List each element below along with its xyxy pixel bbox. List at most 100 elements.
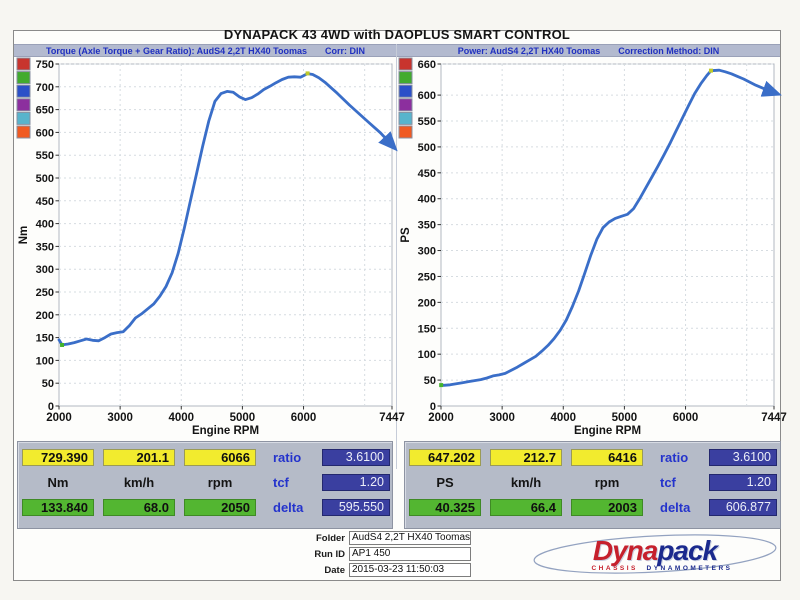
chart-divider [396, 44, 397, 469]
x-tick-label: 6000 [673, 412, 699, 424]
y-tick-label: 50 [42, 378, 54, 390]
power-chart: 0 50 100 150 200 250 300 350 400 450 500 550 600 660 2… [398, 57, 787, 437]
power-unit-label: PS [436, 475, 454, 490]
run-info-form: Folder AudS4 2,2T HX40 Toomas Run ID AP1… [296, 531, 471, 579]
x-tick-label: 3000 [489, 412, 515, 424]
torque-peak-value: 729.390 [22, 449, 94, 466]
folder-field[interactable]: AudS4 2,2T HX40 Toomas [349, 531, 471, 545]
y-tick-label: 450 [418, 168, 436, 180]
x-tick-label: 3000 [107, 412, 133, 424]
date-field[interactable]: 2015-03-23 11:50:03 [349, 563, 471, 577]
power-chart-title: Power: AudS4 2,2T HX40 Toomas [457, 45, 601, 56]
torque-peak-speed: 201.1 [103, 449, 175, 466]
y-axis-title: Nm [18, 226, 30, 245]
ratio-value: 3.6100 [322, 449, 390, 466]
power-start-speed: 66.4 [490, 499, 562, 516]
y-tick-label: 250 [418, 271, 436, 283]
dyno-curve [57, 72, 398, 347]
page-title: DYNAPACK 43 4WD with DAOPLUS SMART CONTR… [223, 27, 571, 42]
cursor-marker [305, 71, 310, 76]
logo-subtitle: CHASSIS DYNAMOMETERS [591, 565, 733, 572]
torque-peak-rpm: 6066 [184, 449, 256, 466]
y-tick-label: 550 [36, 150, 54, 162]
y-tick-label: 200 [418, 297, 436, 309]
y-tick-label: 450 [36, 196, 54, 208]
torque-chart: 0 50 100 150 200 250 300 350 400 450 500 550 600 650 7… [16, 57, 405, 437]
folder-row: Folder AudS4 2,2T HX40 Toomas [296, 531, 471, 545]
power-peak-speed: 212.7 [490, 449, 562, 466]
y-tick-label: 150 [36, 333, 54, 345]
y-tick-label: 750 [36, 59, 54, 71]
tcf-value: 1.20 [709, 474, 777, 491]
power-peak-rpm: 6416 [571, 449, 643, 466]
torque-unit-label: Nm [47, 475, 69, 490]
torque-readout-panel: 729.390 201.1 6066 ratio 3.6100 Nm km/h … [17, 441, 393, 529]
y-tick-label: 700 [36, 82, 54, 94]
run-id-field[interactable]: AP1 450 [349, 547, 471, 561]
y-tick-label: 600 [418, 90, 436, 102]
y-tick-label: 100 [418, 349, 436, 361]
cursor-marker [439, 383, 444, 388]
y-tick-label: 300 [418, 246, 436, 258]
tcf-label: tcf [660, 475, 676, 490]
x-axis-title: Engine RPM [192, 425, 259, 437]
y-tick-label: 660 [418, 59, 436, 71]
tcf-value: 1.20 [322, 474, 390, 491]
y-tick-label: 50 [424, 375, 436, 387]
tcf-label: tcf [273, 475, 289, 490]
delta-value: 595.550 [322, 499, 390, 516]
plot-area [58, 63, 393, 407]
legend-swatch-icon [398, 57, 413, 71]
run-id-label: Run ID [314, 548, 345, 560]
y-tick-label: 0 [48, 401, 54, 413]
y-tick-label: 0 [430, 401, 436, 413]
x-tick-label: 4000 [550, 412, 576, 424]
power-start-rpm: 2003 [571, 499, 643, 516]
torque-chart-title: Torque (Axle Torque + Gear Ratio): AudS4… [46, 45, 307, 56]
torque-start-speed: 68.0 [103, 499, 175, 516]
legend-swatch-icon [16, 98, 31, 112]
y-tick-label: 200 [36, 310, 54, 322]
dyno-report: DYNAPACK 43 4WD with DAOPLUS SMART CONTR… [13, 27, 787, 581]
plot-area [440, 63, 775, 407]
rpm-unit-label: rpm [207, 475, 233, 490]
chart-header-bar: Torque (Axle Torque + Gear Ratio): AudS4… [14, 44, 780, 57]
y-tick-label: 400 [418, 194, 436, 206]
y-tick-label: 600 [36, 127, 54, 139]
speed-unit-label: km/h [123, 475, 155, 490]
y-axis-title: PS [400, 227, 412, 243]
delta-label: delta [660, 500, 691, 515]
legend-swatch-icon [16, 111, 31, 125]
logo-swoosh [533, 534, 777, 574]
date-row: Date 2015-03-23 11:50:03 [296, 563, 471, 577]
y-tick-label: 500 [418, 142, 436, 154]
x-tick-label: 4000 [168, 412, 194, 424]
legend-swatch-icon [16, 71, 31, 85]
y-tick-label: 250 [36, 287, 54, 299]
y-tick-label: 300 [36, 264, 54, 276]
y-tick-label: 650 [36, 105, 54, 117]
y-tick-label: 350 [418, 220, 436, 232]
x-tick-label: 5000 [230, 412, 256, 424]
torque-chart-header: Torque (Axle Torque + Gear Ratio): AudS4… [14, 45, 397, 56]
y-tick-label: 550 [418, 116, 436, 128]
y-tick-label: 400 [36, 219, 54, 231]
y-tick-label: 150 [418, 323, 436, 335]
legend-swatch-icon [398, 98, 413, 112]
dyno-curve [439, 68, 782, 387]
x-tick-label: 2000 [428, 412, 454, 424]
cursor-marker [708, 68, 713, 73]
legend-swatch-icon [398, 71, 413, 85]
delta-value: 606.877 [709, 499, 777, 516]
folder-label: Folder [315, 532, 345, 544]
x-tick-label: 5000 [612, 412, 638, 424]
dynapack-logo: Dynapack CHASSIS DYNAMOMETERS [529, 532, 781, 580]
legend-swatch-icon [398, 111, 413, 125]
power-start-value: 40.325 [409, 499, 481, 516]
cursor-marker [60, 342, 65, 347]
speed-unit-label: km/h [510, 475, 542, 490]
run-id-row: Run ID AP1 450 [296, 547, 471, 561]
legend-swatch-icon [398, 84, 413, 98]
y-tick-label: 100 [36, 355, 54, 367]
